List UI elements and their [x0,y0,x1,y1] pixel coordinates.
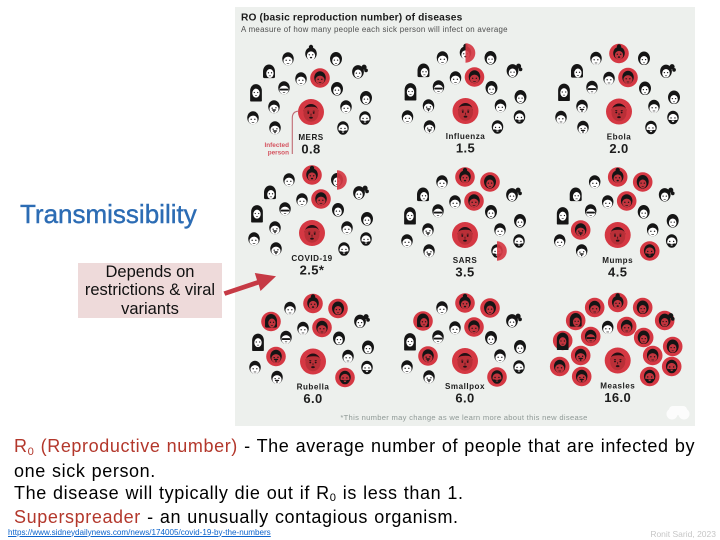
svg-text:Mumps: Mumps [602,256,633,265]
svg-text:6.0: 6.0 [455,391,474,406]
svg-text:SARS: SARS [453,256,478,265]
svg-text:Rubella: Rubella [297,383,330,392]
svg-text:MERS: MERS [298,133,323,142]
svg-text:2.5*: 2.5* [300,263,325,278]
svg-text:3.5: 3.5 [455,265,474,280]
svg-text:Influenza: Influenza [446,132,486,141]
svg-text:A measure of how many people e: A measure of how many people each sick p… [241,25,508,34]
svg-text:1.5: 1.5 [456,141,475,156]
svg-text:Measles: Measles [600,382,635,391]
svg-text:Ebola: Ebola [607,133,632,142]
svg-text:16.0: 16.0 [604,390,631,405]
svg-text:0.8: 0.8 [301,142,320,157]
svg-text:RO (basic reproduction number): RO (basic reproduction number) of diseas… [241,12,463,23]
svg-text:2.0: 2.0 [609,141,628,156]
svg-text:Infected: Infected [264,142,289,149]
svg-text:4.5: 4.5 [608,265,627,280]
svg-text:6.0: 6.0 [303,391,322,406]
svg-text:*This number may change as we: *This number may change as we learn more… [340,413,587,422]
svg-text:person: person [268,150,289,157]
svg-text:Smallpox: Smallpox [445,382,485,391]
svg-text:COVID-19: COVID-19 [291,254,332,263]
